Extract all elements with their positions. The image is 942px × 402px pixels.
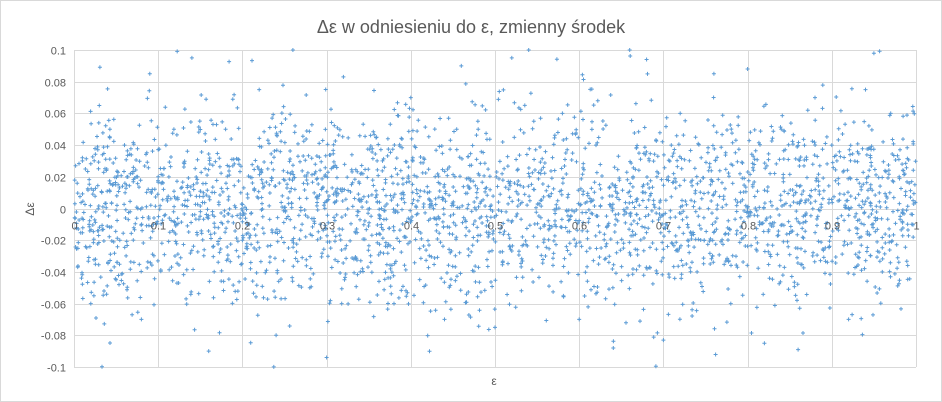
x-axis-label: ε [491,374,497,388]
y-tick-label: 0.08 [45,78,66,90]
gridlines [74,50,917,368]
y-tick-label: -0.06 [41,300,66,312]
x-tick-label: 0.9 [825,221,840,233]
scatter-points [72,48,918,369]
y-tick-label: 0.02 [45,173,66,185]
y-tick-label: 0.04 [45,141,66,153]
y-tick-label: 0.1 [51,46,66,58]
chart-title: Δε w odniesieniu do ε, zmienny środek [317,17,626,37]
x-tick-label: 0.5 [488,221,503,233]
x-tick-label: 0.7 [656,221,671,233]
x-tick-label: 0.8 [741,221,756,233]
x-tick-label: 0.6 [572,221,587,233]
x-tick-label: 0.3 [320,221,335,233]
y-tick-label: 0.06 [45,109,66,121]
y-tick-label: 0 [60,205,66,217]
y-tick-label: -0.08 [41,331,66,343]
y-tick-label: -0.02 [41,236,66,248]
y-axis-label: Δε [23,202,37,216]
x-tick-label: 0.1 [151,221,166,233]
data-points [72,48,918,369]
x-tick-label: 0 [71,221,77,233]
x-tick-label: 1 [913,221,919,233]
x-tick-label: 0.4 [404,221,419,233]
x-tick-label: 0.2 [235,221,250,233]
tick-labels: 0.1 0.08 0.06 0.04 0.02 0 -0.02 -0.04 -0.06 -0.08… [41,46,920,375]
y-tick-label: -0.1 [47,363,66,375]
y-tick-label: -0.04 [41,268,66,280]
